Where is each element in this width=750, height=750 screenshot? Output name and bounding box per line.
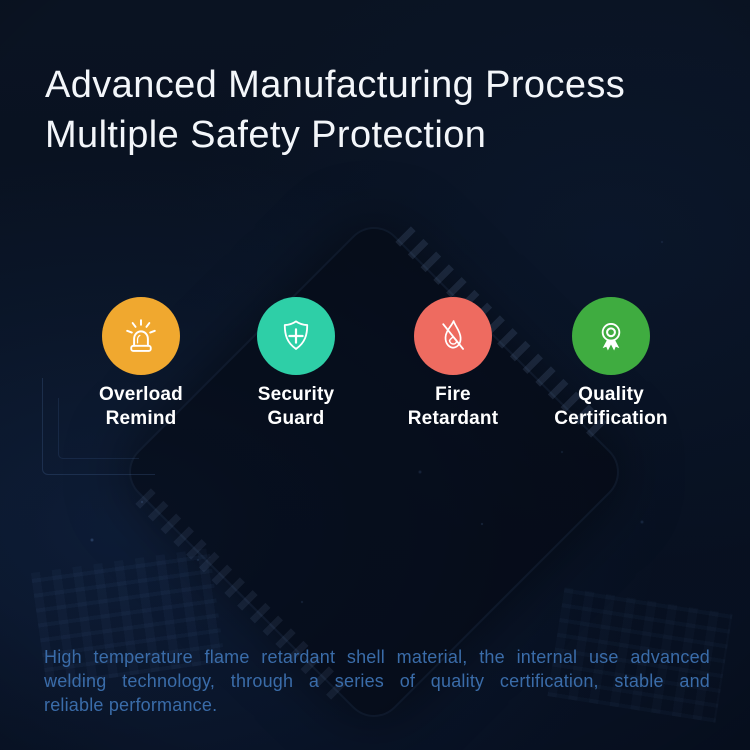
feature-circle (414, 297, 492, 375)
flame-slash-icon (442, 320, 464, 350)
feature-label: Overload Remind (99, 384, 183, 429)
circuit-trace (58, 398, 139, 459)
feature-label: Fire Retardant (407, 384, 499, 429)
feature-fire-retardant: Fire Retardant (368, 297, 538, 430)
shield-plus-icon (283, 320, 309, 350)
feature-overload-remind: Overload Remind (56, 297, 226, 430)
description-line-2: welding technology, through a series of … (44, 671, 710, 691)
feature-label: Quality Certification (554, 384, 668, 429)
page-title: Advanced Manufacturing Process Multiple … (45, 60, 625, 160)
medal-icon (601, 323, 621, 351)
feature-quality-certification: Quality Certification (526, 297, 696, 430)
feature-circle (102, 297, 180, 375)
siren-icon (126, 319, 156, 352)
feature-label: Security Guard (257, 384, 335, 429)
circuit-trace (42, 378, 155, 475)
title-line-2: Multiple Safety Protection (45, 114, 487, 156)
description-line-1: High temperature flame retardant shell m… (44, 647, 710, 667)
feature-security-guard: Security Guard (211, 297, 381, 430)
feature-circle (572, 297, 650, 375)
feature-circle (257, 297, 335, 375)
description-paragraph: High temperature flame retardant shell m… (44, 645, 710, 717)
description-line-3: reliable performance. (44, 695, 218, 715)
title-line-1: Advanced Manufacturing Process (45, 64, 626, 106)
